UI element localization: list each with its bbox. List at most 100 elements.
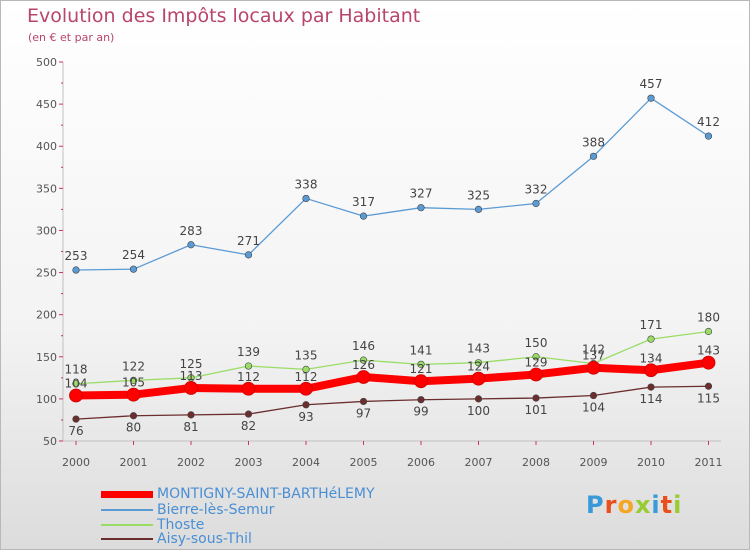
- legend-swatch-aisy: [101, 538, 153, 540]
- y-tick-label: 350: [36, 182, 57, 195]
- data-point-0: [184, 381, 198, 395]
- data-label: 97: [356, 406, 371, 420]
- data-label: 134: [640, 351, 663, 365]
- data-point-3: [704, 382, 713, 390]
- x-tick-label: 2010: [637, 456, 665, 469]
- data-point-3: [187, 411, 195, 419]
- data-label: 129: [525, 355, 548, 369]
- x-tick-label: 2006: [407, 456, 435, 469]
- data-point-0: [241, 381, 256, 396]
- series-line-1: [75, 97, 710, 271]
- legend-item-thoste: Thoste: [101, 517, 204, 533]
- data-label: 114: [640, 392, 663, 406]
- legend-label-montigny: MONTIGNY-SAINT-BARTHéLEMY: [157, 486, 375, 502]
- x-tick-label: 2009: [580, 456, 608, 469]
- y-tick-label: 100: [36, 393, 57, 406]
- data-label: 141: [410, 343, 433, 357]
- x-tick-label: 2007: [465, 456, 493, 469]
- logo-letter: i: [673, 491, 683, 519]
- data-point-1: [359, 212, 368, 220]
- data-label: 412: [697, 115, 720, 129]
- data-label: 143: [697, 344, 720, 358]
- data-label: 142: [582, 343, 605, 357]
- data-label: 254: [122, 248, 145, 262]
- data-label: 150: [525, 336, 548, 350]
- logo-letter: i: [651, 491, 661, 519]
- data-label: 137: [582, 349, 605, 363]
- data-point-0: [414, 374, 428, 389]
- data-label: 388: [582, 135, 605, 149]
- data-point-3: [244, 410, 253, 418]
- data-point-1: [704, 132, 713, 140]
- logo-letter: o: [617, 491, 635, 519]
- data-label: 115: [697, 391, 720, 405]
- x-tick-label: 2002: [177, 456, 205, 469]
- data-label: 457: [640, 77, 663, 91]
- logo-letter: t: [660, 491, 674, 519]
- data-point-1: [129, 265, 138, 273]
- data-point-0: [701, 355, 716, 370]
- data-point-1: [72, 266, 80, 274]
- data-point-0: [586, 360, 601, 375]
- data-label: 76: [68, 424, 83, 438]
- data-label: 171: [640, 318, 663, 332]
- data-label: 121: [410, 362, 433, 376]
- data-label: 332: [525, 182, 548, 196]
- data-label: 112: [295, 370, 318, 384]
- data-label: 126: [352, 358, 375, 372]
- data-label: 135: [295, 348, 318, 362]
- data-point-1: [244, 251, 253, 259]
- x-tick-label: 2000: [62, 456, 90, 469]
- data-label: 146: [352, 339, 375, 353]
- legend-label-thoste: Thoste: [157, 517, 205, 533]
- data-point-1: [417, 204, 425, 212]
- series-line-3: [75, 385, 710, 420]
- x-tick-label: 2001: [120, 456, 148, 469]
- y-tick-label: 300: [36, 224, 57, 237]
- data-label: 338: [295, 177, 318, 191]
- chart-title: Evolution des Impôts locaux par Habitant: [27, 5, 421, 27]
- data-point-0: [471, 371, 486, 386]
- data-label: 283: [180, 224, 203, 238]
- data-point-1: [589, 152, 598, 160]
- x-tick-label: 2005: [350, 456, 378, 469]
- data-point-3: [129, 412, 138, 420]
- data-label: 317: [352, 195, 375, 209]
- x-tick-label: 2008: [522, 456, 550, 469]
- data-point-0: [644, 363, 658, 378]
- y-tick-label: 200: [36, 309, 57, 322]
- data-label: 125: [180, 357, 203, 371]
- data-label: 122: [122, 359, 145, 373]
- data-label: 104: [65, 377, 88, 391]
- legend-label-aisy: Aisy-sous-Thil: [157, 531, 252, 547]
- data-point-2: [474, 359, 483, 367]
- legend-swatch-montigny: [101, 490, 153, 498]
- chart-subtitle: (en € et par an): [28, 31, 115, 44]
- data-point-3: [589, 391, 598, 400]
- data-point-0: [529, 367, 543, 382]
- data-point-1: [474, 205, 483, 213]
- data-point-3: [302, 401, 310, 409]
- data-point-2: [704, 327, 713, 336]
- logo-letter: x: [634, 491, 652, 519]
- y-tick-label: 500: [36, 56, 57, 69]
- data-label: 113: [180, 369, 203, 383]
- legend-item-aisy: Aisy-sous-Thil: [101, 531, 252, 547]
- data-label: 124: [467, 360, 490, 374]
- legend-item-bierre: Bierre-lès-Semur: [101, 502, 274, 518]
- data-label: 139: [237, 345, 260, 359]
- data-label: 180: [697, 311, 720, 325]
- data-point-0: [299, 381, 313, 396]
- data-label: 82: [241, 419, 256, 433]
- data-point-0: [356, 370, 371, 384]
- data-point-3: [647, 383, 655, 391]
- legend-swatch-bierre: [101, 509, 153, 511]
- data-point-3: [417, 396, 425, 404]
- data-point-3: [474, 395, 483, 403]
- y-tick-label: 50: [43, 435, 57, 448]
- legend-item-montigny: MONTIGNY-SAINT-BARTHéLEMY: [101, 486, 375, 502]
- data-label: 100: [467, 404, 490, 418]
- x-tick-label: 2003: [235, 456, 263, 469]
- data-point-2: [302, 365, 310, 374]
